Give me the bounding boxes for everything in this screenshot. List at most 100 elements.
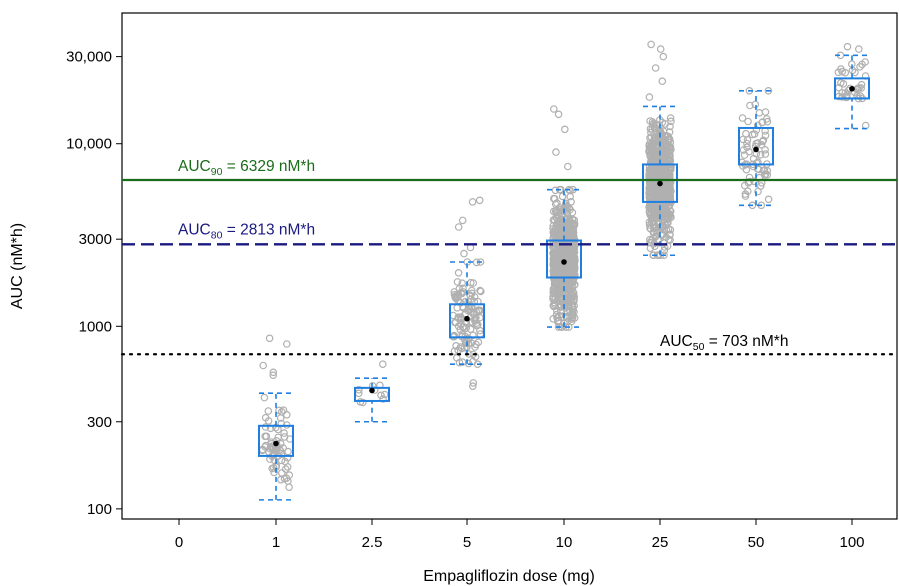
- axes-layer: 100 300 1000 3000 10,000 30,000 0 1 2.5 5 10 25 50 10…: [66, 49, 864, 551]
- outlier-point: [460, 249, 468, 258]
- data-point: [261, 441, 270, 450]
- median-dot: [464, 315, 470, 322]
- data-point: [568, 208, 577, 217]
- data-point: [666, 207, 675, 216]
- box-iqr: [738, 126, 774, 166]
- data-point: [648, 180, 657, 189]
- data-point: [552, 213, 561, 222]
- data-point: [567, 290, 575, 299]
- data-point: [645, 146, 653, 155]
- data-point: [279, 406, 288, 415]
- x-tick-label: 100: [839, 534, 864, 551]
- data-point: [473, 321, 481, 330]
- data-point: [763, 171, 772, 179]
- outlier-point: [647, 40, 655, 49]
- data-point: [467, 286, 476, 295]
- data-point: [742, 129, 750, 138]
- y-axis-title: AUC (nM*h): [9, 223, 26, 309]
- data-point: [664, 225, 673, 234]
- data-point: [666, 143, 675, 151]
- outlier-point: [269, 371, 278, 380]
- data-point: [750, 130, 759, 138]
- data-point: [645, 187, 654, 195]
- outlier-point: [656, 45, 665, 53]
- data-point: [454, 268, 463, 277]
- data-point: [570, 308, 578, 316]
- x-tick-label: 50: [748, 534, 765, 551]
- outlier-point: [658, 77, 667, 86]
- outlier-point: [458, 216, 467, 225]
- data-point: [861, 58, 870, 66]
- data-point: [836, 79, 845, 87]
- outlier-point: [378, 360, 387, 369]
- data-point: [666, 236, 674, 244]
- data-point: [646, 199, 654, 208]
- data-point: [647, 128, 655, 137]
- data-point: [261, 423, 270, 431]
- data-point: [664, 214, 673, 222]
- data-point: [450, 347, 459, 356]
- data-point: [651, 212, 660, 221]
- data-point: [459, 284, 467, 293]
- reference-label-auc80: AUC80 = 2813 nM*h: [178, 221, 315, 241]
- data-point: [746, 101, 754, 110]
- data-point: [647, 218, 656, 226]
- outlier-point: [659, 52, 668, 61]
- data-point: [756, 151, 765, 159]
- data-point: [666, 122, 674, 131]
- outlier-point: [854, 45, 863, 53]
- data-point: [452, 353, 461, 362]
- data-point: [834, 68, 843, 77]
- box-iqr: [546, 239, 582, 279]
- data-point: [458, 279, 467, 288]
- outlier-point: [843, 42, 852, 51]
- outlier-point: [563, 162, 572, 171]
- data-point: [645, 235, 654, 244]
- data-point: [660, 226, 668, 234]
- data-point: [453, 278, 462, 286]
- median-dot: [561, 259, 567, 265]
- data-point: [549, 292, 557, 301]
- data-point: [666, 114, 675, 122]
- box-iqr: [642, 163, 678, 203]
- data-point: [472, 313, 480, 322]
- data-point: [755, 165, 763, 174]
- outlier-point: [645, 93, 654, 101]
- data-point: [282, 410, 291, 419]
- data-point: [649, 142, 658, 150]
- outlier-point: [560, 125, 569, 134]
- data-point: [457, 316, 466, 324]
- x-tick-label: 5: [463, 534, 471, 551]
- data-point: [838, 93, 847, 101]
- y-tick-label: 30,000: [66, 49, 112, 66]
- data-point: [549, 194, 558, 203]
- data-point: [550, 300, 559, 308]
- data-point: [569, 228, 578, 237]
- x-tick-label: 10: [556, 534, 573, 551]
- data-point: [745, 177, 754, 186]
- data-point: [262, 432, 271, 441]
- data-point: [559, 266, 567, 274]
- data-point: [744, 117, 752, 126]
- data-point: [666, 165, 675, 174]
- y-tick-label: 300: [87, 414, 112, 431]
- outlier-point: [469, 379, 478, 387]
- data-point: [561, 222, 569, 230]
- data-point: [741, 190, 750, 198]
- data-point: [549, 301, 558, 309]
- data-point: [569, 248, 577, 257]
- data-point: [841, 68, 850, 77]
- data-point: [473, 320, 482, 329]
- data-point: [647, 133, 656, 141]
- data-point: [551, 243, 560, 251]
- data-point: [553, 313, 561, 322]
- data-point: [649, 145, 657, 154]
- data-point: [275, 406, 283, 415]
- box-whisker-layer: [258, 54, 870, 501]
- data-point: [459, 288, 467, 296]
- data-point: [567, 198, 575, 206]
- outlier-point: [269, 368, 278, 377]
- data-point: [468, 289, 476, 298]
- data-point: [377, 391, 385, 400]
- data-point: [857, 84, 866, 92]
